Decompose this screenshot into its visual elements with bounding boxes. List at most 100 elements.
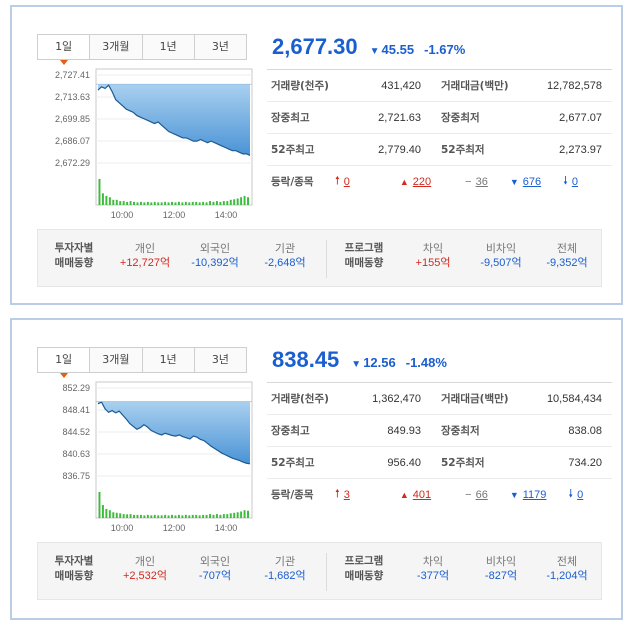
volume-bar — [160, 515, 163, 518]
volume-bar — [108, 510, 111, 518]
lower-limit-count[interactable]: 0 — [571, 175, 578, 188]
stats-row: 장중최고 2,721.63 장중최저 2,677.07 — [267, 101, 612, 134]
triangle-down-icon: ▼ — [509, 489, 519, 500]
rise-item[interactable]: ▲ 220 — [400, 176, 435, 188]
lower-limit-count[interactable]: 0 — [577, 488, 584, 501]
flat-item[interactable]: −66 — [465, 489, 492, 501]
volume-bar — [226, 201, 229, 205]
volume-bar — [226, 514, 229, 518]
fall-count[interactable]: 1179 — [522, 488, 547, 501]
volume-bar — [209, 514, 211, 518]
rise-item[interactable]: ▲ 401 — [400, 489, 435, 501]
triangle-up-icon: ▲ — [399, 489, 409, 500]
y-tick-label: 2,713.63 — [55, 92, 90, 102]
program-arbitrage: 차익 -377억 — [416, 555, 450, 582]
tab-3year[interactable]: 3년 — [193, 35, 246, 59]
volume-bar — [129, 514, 132, 518]
volume-bar — [222, 201, 225, 205]
volume-bar — [171, 201, 173, 205]
y-tick-label: 840.63 — [62, 449, 90, 459]
flat-count[interactable]: 36 — [475, 175, 488, 188]
stat-label: 거래대금(백만) — [435, 69, 515, 102]
volume-bar — [174, 515, 177, 518]
volume-bar — [129, 201, 132, 205]
volume-bar — [157, 202, 160, 205]
volume-bar — [243, 195, 246, 205]
chart-svg: 2,727.41 2,713.63 2,699.85 2,686.07 2,672.29… — [55, 68, 253, 220]
upper-limit-item[interactable]: 🠕 3 — [335, 485, 354, 504]
price-line — [97, 401, 251, 465]
rise-count[interactable]: 401 — [412, 488, 432, 501]
tab-3month[interactable]: 3개월 — [89, 348, 141, 372]
tab-3month[interactable]: 3개월 — [89, 35, 141, 59]
investor-foreign: 외국인 -707억 — [198, 555, 232, 582]
investor-box: 투자자별 매매동향 개인 +12,727억 외국인 -10,392억 기관 -2,648… — [37, 229, 602, 287]
down-triangle-icon: ▼ — [369, 46, 380, 57]
dash-icon: − — [465, 488, 472, 501]
volume-bar — [153, 201, 156, 205]
stats-row: 거래량(천주) 1,362,470 거래대금(백만) 10,584,434 — [267, 382, 612, 415]
volume-bar — [229, 513, 232, 518]
period-tabs: 1일 3개월 1년 3년 — [37, 34, 247, 65]
stat-label: 장중최저 — [435, 101, 515, 134]
fall-item[interactable]: ▼ 1179 — [510, 489, 551, 501]
y-tick-label: 852.29 — [62, 383, 90, 393]
volume-bar — [229, 199, 232, 205]
fall-count[interactable]: 676 — [522, 175, 542, 188]
investor-individual: 개인 +2,532억 — [122, 555, 168, 582]
tab-1year[interactable]: 1년 — [141, 35, 194, 59]
y-tick-label: 2,672.29 — [55, 158, 90, 168]
volume-bar — [105, 195, 108, 205]
volume-bar — [112, 512, 115, 518]
volume-bar — [101, 505, 104, 518]
stats-table: 거래량(천주) 431,420 거래대금(백만) 12,782,578 장중최고… — [267, 69, 612, 198]
volume-bar — [212, 201, 215, 205]
volume-bar — [177, 514, 180, 518]
rise-count[interactable]: 220 — [412, 175, 432, 188]
volume-bar — [157, 515, 160, 518]
updown-row: 등락/종목 🠕 0 ▲ 220 −36 ▼ 676 🠗 0 — [267, 166, 612, 198]
volume-bar — [122, 201, 125, 205]
fall-item[interactable]: ▼ 676 — [510, 176, 545, 188]
divider — [326, 240, 327, 278]
tab-1year[interactable]: 1년 — [141, 348, 194, 372]
program-total: 전체 -9,352억 — [546, 242, 588, 269]
volume-bar — [119, 201, 122, 205]
volume-bar — [188, 202, 191, 205]
tab-3year[interactable]: 3년 — [193, 348, 246, 372]
lower-limit-item[interactable]: 🠗 0 — [568, 485, 587, 504]
tab-1day[interactable]: 1일 — [38, 35, 90, 65]
arrow-down-icon: 🠗 — [563, 175, 568, 188]
volume-bar — [184, 201, 187, 205]
price-line — [97, 84, 251, 157]
volume-bar — [115, 199, 118, 205]
kospi-panel: 1일 3개월 1년 3년 2,727.41 2,713.63 2,699.85 2,6… — [10, 5, 623, 305]
y-tick-label: 2,727.41 — [55, 70, 90, 80]
tab-1day[interactable]: 1일 — [38, 348, 90, 378]
y-tick-label: 2,686.07 — [55, 136, 90, 146]
upper-limit-count[interactable]: 3 — [343, 488, 350, 501]
upper-limit-count[interactable]: 0 — [343, 175, 350, 188]
index-headline: 2,677.30 ▼ 45.55 -1.67% — [272, 34, 465, 60]
lower-limit-item[interactable]: 🠗 0 — [563, 172, 582, 191]
volume-bar — [146, 514, 149, 518]
kosdaq-panel: 1일 3개월 1년 3년 852.29 848.41 844.52 840.63 836… — [10, 318, 623, 620]
period-tabs: 1일 3개월 1년 3년 — [37, 347, 247, 378]
intraday-chart: 852.29 848.41 844.52 840.63 836.75 10:00 12:00… — [32, 380, 253, 540]
index-change: ▼ 12.56 — [351, 355, 395, 370]
volume-bar — [181, 202, 184, 205]
x-tick-label: 12:00 — [163, 210, 186, 220]
volume-bar — [212, 514, 215, 518]
flat-count[interactable]: 66 — [475, 488, 488, 501]
volume-bar — [112, 199, 115, 205]
stats-table: 거래량(천주) 1,362,470 거래대금(백만) 10,584,434 장중… — [267, 382, 612, 511]
stat-label: 52주최저 — [435, 133, 515, 166]
volume-bar — [115, 512, 118, 518]
volume-bar — [240, 511, 243, 518]
volume-bar — [184, 514, 187, 518]
flat-item[interactable]: −36 — [465, 176, 492, 188]
volume-bar — [174, 202, 177, 205]
upper-limit-item[interactable]: 🠕 0 — [335, 172, 354, 191]
volume-bar — [191, 201, 194, 205]
volume-bar — [143, 515, 146, 518]
